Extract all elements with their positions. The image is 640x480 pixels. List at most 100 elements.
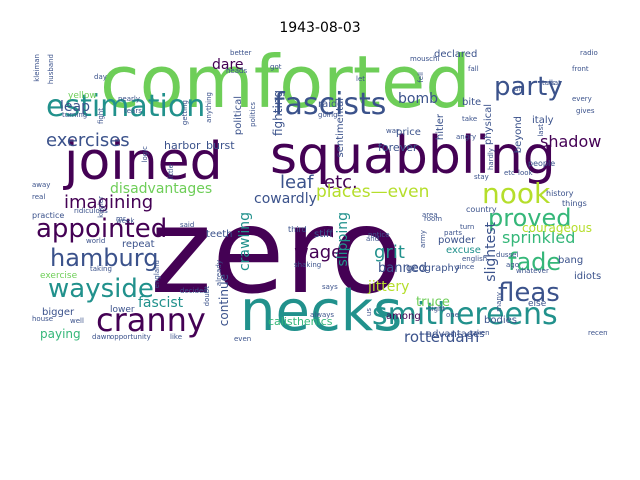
cloud-word: slipping [335, 212, 351, 267]
cloud-word: radio [580, 49, 598, 57]
cloud-word: necks [240, 279, 403, 344]
cloud-word: said [180, 221, 195, 229]
cloud-word: room [424, 215, 443, 223]
cloud-word: fell [417, 72, 425, 83]
cloud-word: raid [318, 99, 338, 110]
cloud-word: even [234, 335, 252, 343]
cloud-word: week [116, 217, 135, 225]
cloud-word: advantages [426, 329, 485, 340]
cloud-word: fighting [271, 90, 285, 137]
cloud-word: hardly [487, 148, 495, 171]
cloud-word: nook [482, 177, 551, 210]
cloud-word: kugler [97, 196, 105, 218]
cloud-word: husband [47, 54, 55, 85]
word-cloud: zero comforted squabbling joined necks smithe… [32, 44, 608, 344]
cloud-word: exercises [46, 130, 130, 151]
cloud-word: stiff [314, 229, 333, 240]
cloud-word: day [94, 73, 107, 81]
cloud-word: sentimental [335, 98, 346, 158]
cloud-word: harbor [164, 139, 201, 152]
cloud-word: england [153, 260, 161, 289]
cloud-word: lower [110, 305, 135, 315]
cloud-word: opportunity [110, 333, 151, 341]
cloud-word: grit [374, 242, 405, 263]
cloud-word: english [462, 255, 488, 263]
cloud-word: yellow [68, 91, 97, 101]
cloud-word: else [528, 299, 547, 309]
cloud-word: powder [438, 235, 476, 246]
cloud-word: proved [488, 204, 572, 232]
cloud-word: since [456, 263, 475, 271]
cloud-word: practice [32, 211, 65, 220]
cloud-word: recently [588, 329, 608, 337]
cloud-word: hamburg [50, 244, 159, 272]
cloud-word: away [32, 181, 51, 189]
cloud-word: and [366, 235, 380, 243]
cloud-word: taking [90, 265, 112, 273]
cloud-word: bomb [398, 91, 438, 107]
cloud-word: turn [460, 223, 475, 231]
cloud-word: repeat [122, 239, 155, 250]
cloud-word: sprinkled [502, 228, 576, 247]
cloud-word: cat [550, 79, 561, 87]
cloud-word: already [215, 260, 223, 287]
cloud-word: truce [416, 295, 450, 310]
cloud-word: estimation [46, 89, 206, 124]
cloud-word: house [32, 315, 54, 323]
cloud-word: fight [97, 108, 105, 125]
figure-title: 1943-08-03 [279, 20, 361, 36]
cloud-word: teeth [206, 229, 233, 240]
cloud-word: appointed [36, 214, 168, 244]
cloud-word: ridiculous [74, 207, 108, 215]
cloud-word: places—even [316, 182, 430, 202]
cloud-word: exercise [40, 271, 78, 281]
cloud-word: imagining [64, 192, 154, 213]
cloud-word: dare [212, 57, 244, 73]
cloud-word: etc [504, 169, 515, 177]
cloud-word: politics [249, 102, 257, 127]
cloud-word: anything [205, 92, 213, 123]
cloud-word: wage [294, 242, 343, 263]
cloud-word: mouschi [410, 55, 440, 63]
cloud-word: world [86, 237, 106, 245]
cloud-word: bang [558, 255, 584, 266]
cloud-word: declared [434, 49, 478, 60]
cloud-word: political [233, 96, 244, 136]
cloud-word: says [322, 283, 338, 291]
cloud-word: forever [378, 141, 418, 154]
cloud-word: squabbling [270, 126, 556, 186]
cloud-word: jittery [368, 279, 410, 295]
cloud-word: tears [124, 107, 142, 115]
cloud-word: taken [470, 329, 490, 337]
cloud-word: crawling [237, 212, 253, 272]
cloud-word: zero [150, 182, 403, 320]
cloud-word: beyond [513, 116, 524, 154]
cloud-word: fall [468, 65, 479, 73]
cloud-word: every [572, 95, 592, 103]
cloud-word: turning [62, 111, 88, 119]
cloud-word: nearly [118, 95, 140, 103]
cloud-word: real [32, 193, 46, 201]
cloud-word: country [466, 205, 497, 214]
cloud-word: fleas [498, 278, 560, 308]
cloud-word: kleiman [33, 54, 41, 82]
cloud-word: air [514, 85, 524, 93]
cloud-word: shaking [294, 261, 322, 269]
cloud-word: bite [462, 97, 482, 108]
cloud-word: notice [368, 231, 390, 239]
cloud-word: ago [506, 261, 520, 269]
cloud-word: excuse [446, 245, 481, 256]
cloud-word: calisthenics [268, 315, 333, 328]
cloud-word: shadow [540, 132, 602, 151]
cloud-word: joined [64, 132, 223, 192]
cloud-word: burst [206, 139, 235, 152]
cloud-word: disadvantages [110, 181, 213, 197]
cloud-word: courageous [522, 221, 593, 235]
cloud-word: idiots [574, 271, 602, 282]
cloud-word: mr. [116, 215, 128, 223]
cloud-word: physical [483, 104, 494, 145]
cloud-word: angry [456, 133, 477, 141]
cloud-word: heads [226, 67, 248, 75]
cloud-word: among [386, 311, 421, 322]
cloud-word: one [446, 311, 460, 319]
